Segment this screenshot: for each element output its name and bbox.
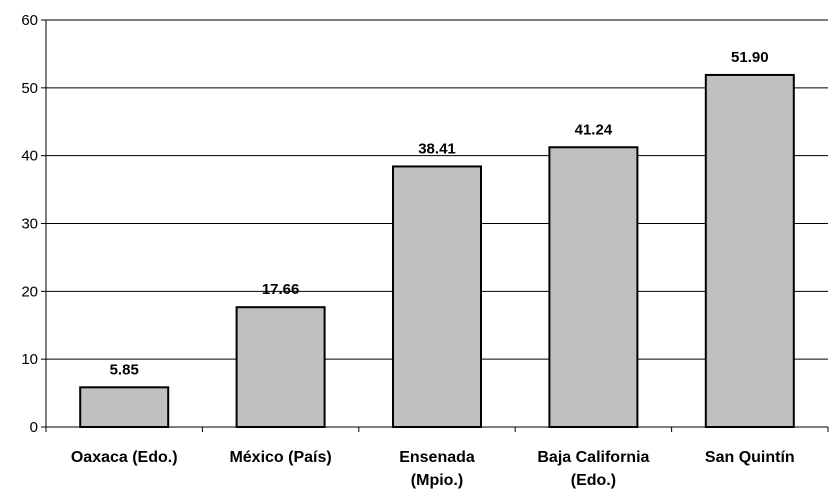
bar (79, 386, 170, 429)
data-label: 17.66 (262, 281, 300, 298)
category-label: (Mpio.) (411, 472, 463, 489)
bar (235, 306, 326, 428)
data-label: 5.85 (110, 361, 139, 378)
y-tick-label: 50 (21, 80, 38, 97)
y-tick-label: 0 (30, 419, 38, 436)
category-label: (Edo.) (571, 472, 616, 489)
x-axis-labels: Oaxaca (Edo.) México (País) Ensenada (Mpio.… (71, 449, 795, 489)
data-label: 51.90 (731, 49, 769, 66)
data-label: 38.41 (418, 140, 456, 157)
bar (548, 146, 639, 428)
bar (704, 73, 795, 428)
bars (79, 73, 795, 429)
y-tick-label: 40 (21, 148, 38, 165)
y-tick-label: 60 (21, 12, 38, 29)
y-tick-label: 20 (21, 283, 38, 300)
data-label: 41.24 (575, 121, 613, 138)
category-label: Baja California (537, 449, 649, 466)
data-labels: 5.85 17.66 38.41 41.24 51.90 (110, 49, 769, 378)
y-tick-label: 10 (21, 351, 38, 368)
category-label: Ensenada (399, 449, 475, 466)
category-label: Oaxaca (Edo.) (71, 449, 178, 466)
bar (392, 165, 482, 428)
category-label: San Quintín (705, 449, 795, 466)
category-label: México (País) (229, 449, 331, 466)
y-axis-ticks: 0 10 20 30 40 50 60 (21, 12, 829, 436)
y-tick-label: 30 (21, 216, 38, 233)
